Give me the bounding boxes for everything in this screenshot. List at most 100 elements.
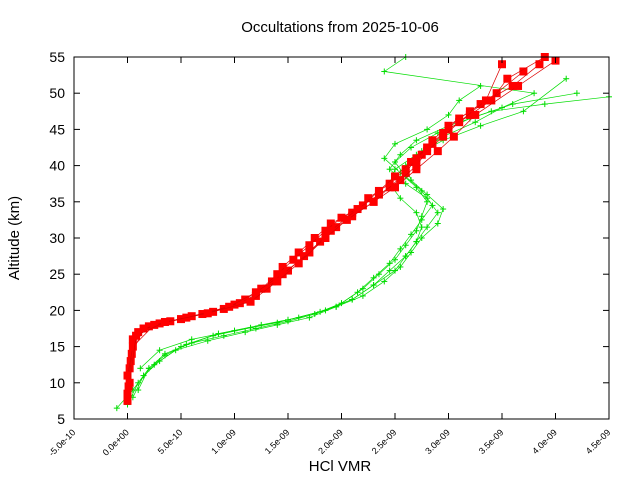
data-point [294, 259, 303, 268]
data-point [424, 224, 431, 231]
series-1-profile-3-line [127, 64, 503, 376]
data-point [381, 155, 388, 162]
data-point [306, 314, 313, 321]
x-tick-label: 1.5e-09 [263, 427, 292, 456]
data-point [123, 371, 132, 380]
data-point [477, 122, 484, 129]
data-point [423, 147, 432, 156]
data-point [294, 248, 303, 257]
data-point [408, 249, 415, 256]
data-point [273, 277, 282, 286]
data-point [289, 255, 298, 264]
data-point [231, 327, 238, 334]
x-tick-label: 3.5e-09 [477, 427, 506, 456]
data-point [391, 172, 399, 181]
data-point [332, 223, 341, 232]
data-point [300, 252, 309, 261]
data-point [386, 260, 393, 267]
data-point [235, 299, 244, 308]
data-point [156, 347, 163, 354]
data-point [386, 166, 393, 173]
series-1 [123, 53, 560, 405]
x-tick-label: 4.5e-09 [584, 427, 613, 456]
data-point [418, 187, 425, 194]
y-tick-label: 20 [49, 302, 65, 318]
data-point [397, 151, 404, 158]
data-point [531, 90, 538, 97]
data-point [413, 137, 420, 144]
data-point [397, 263, 404, 270]
x-tick-label: 4.0e-09 [530, 427, 559, 456]
data-point [144, 322, 153, 331]
data-point [519, 67, 528, 76]
data-point [251, 288, 260, 297]
y-tick-label: 5 [57, 411, 65, 427]
data-point [326, 219, 335, 228]
data-point [145, 365, 152, 372]
data-point [160, 317, 169, 326]
y-tick-label: 40 [49, 158, 65, 174]
data-point [573, 90, 580, 97]
y-axis-label: Altitude (km) [6, 196, 23, 280]
y-tick-label: 15 [49, 339, 65, 355]
data-point [258, 321, 265, 328]
data-point [381, 68, 388, 75]
data-point [391, 183, 399, 192]
series-0 [113, 54, 612, 412]
data-point [305, 241, 314, 250]
data-point [412, 165, 421, 174]
x-tick-label: 2.5e-09 [370, 427, 399, 456]
data-point [242, 329, 249, 336]
y-tick-label: 10 [49, 375, 65, 391]
data-point [418, 224, 425, 231]
data-point [321, 226, 330, 235]
data-point [204, 337, 211, 344]
data-point [381, 278, 388, 285]
data-point [392, 267, 398, 274]
data-point [520, 108, 527, 115]
data-point [126, 357, 135, 366]
y-tick-label: 55 [49, 49, 65, 65]
data-point [161, 352, 168, 359]
x-tick-label: 2.0e-09 [316, 427, 345, 456]
data-point [349, 296, 356, 303]
data-point [476, 100, 485, 109]
x-tick-label: 0.0e+00 [101, 427, 131, 457]
data-point [151, 361, 158, 368]
data-point [471, 110, 480, 119]
x-axis-label: HCl VMR [309, 458, 372, 475]
data-point [514, 81, 523, 90]
data-point [413, 238, 420, 245]
y-tick-label: 45 [49, 121, 65, 137]
x-tick-label: 5.0e-10 [156, 427, 185, 456]
data-point [413, 209, 420, 216]
data-point [370, 282, 377, 289]
data-point [434, 209, 441, 216]
data-point [407, 157, 416, 166]
data-point [402, 242, 409, 249]
series-0-profile-0-line [116, 85, 481, 409]
series-0-profile-2-line [132, 96, 610, 398]
data-point [188, 336, 195, 343]
data-point [417, 150, 426, 159]
y-tick-label: 30 [49, 230, 65, 246]
data-point [487, 96, 496, 105]
data-point [262, 284, 271, 293]
data-point [392, 140, 398, 147]
data-point [439, 132, 448, 141]
data-point [434, 220, 441, 227]
data-point [370, 274, 377, 281]
data-point [132, 331, 141, 340]
data-point [445, 111, 452, 118]
data-point [150, 320, 159, 329]
x-tick-label: -5.0e-10 [47, 427, 78, 458]
data-point [278, 270, 287, 279]
data-point [433, 147, 442, 156]
data-point [386, 267, 393, 274]
data-point [123, 389, 132, 398]
data-point [178, 343, 184, 350]
data-point [412, 154, 421, 163]
data-point [499, 104, 505, 111]
data-point [472, 119, 479, 126]
